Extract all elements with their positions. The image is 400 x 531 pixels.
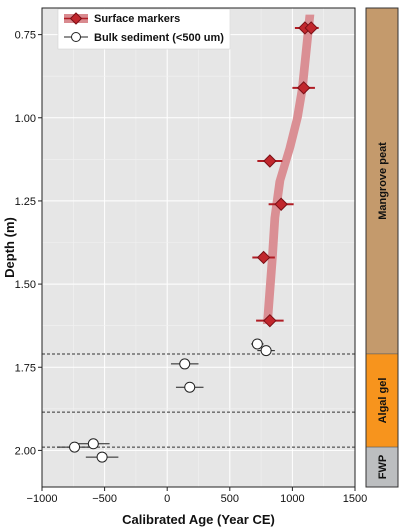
x-tick-label: 1000 [280,493,304,505]
x-tick-label: −500 [92,493,117,505]
surface-marker-point [296,81,311,95]
unit-label: Algal gel [377,378,389,424]
grid-lines [41,8,356,487]
surface-marker-point [263,313,277,328]
legend-diamond-marker [69,12,83,25]
unit-block [365,7,399,355]
surface-marker-point [274,197,288,211]
y-tick-label: 1.75 [15,362,36,374]
bulk-sediment-point [69,441,81,453]
y-tick-label: 1.50 [15,279,36,291]
x-tick-label: 1500 [343,493,367,505]
plot-frame [41,7,356,488]
bulk-sediment-point [179,358,191,370]
x-axis-title: Calibrated Age (Year CE) [122,512,275,527]
x-axis-ticks: −1000 −500 0 500 1000 1500 [27,487,367,505]
y-axis-title: Depth (m) [2,217,17,278]
y-axis-ticks: 0.75 1.00 1.25 1.50 1.75 2.00 [15,30,42,457]
bulk-sediment-point [251,338,263,350]
y-tick-label: 1.25 [15,196,36,208]
legend-circle-marker [71,32,81,42]
legend-label-surface-markers: Surface markers [94,13,180,25]
unit-block [365,353,399,448]
unit-label: Mangrove peat [377,142,389,220]
y-tick-label: 1.00 [15,113,36,125]
unit-block [365,446,399,488]
unit-column: Mangrove peat Algal gel FWP [365,7,399,488]
legend-label-bulk-sediment: Bulk sediment (<500 um) [94,32,224,44]
y-tick-label: 2.00 [15,445,36,457]
surface-marker-point [263,154,277,168]
y-tick-label: 0.75 [15,30,36,42]
bulk-sediment-point [260,345,272,357]
bulk-sediment-point [87,438,99,450]
x-tick-label: 500 [221,493,239,505]
data-points [69,21,318,463]
x-tick-label: −1000 [27,493,58,505]
unit-column-frame [365,7,399,488]
surface-marker-point [304,21,318,35]
bulk-sediment-point [184,381,196,393]
surface-marker-point [256,250,271,265]
bulk-sediment-point [96,451,108,463]
unit-label: FWP [377,455,389,479]
legend: Surface markers Bulk sediment (<500 um) [57,8,231,50]
x-tick-label: 0 [164,493,170,505]
